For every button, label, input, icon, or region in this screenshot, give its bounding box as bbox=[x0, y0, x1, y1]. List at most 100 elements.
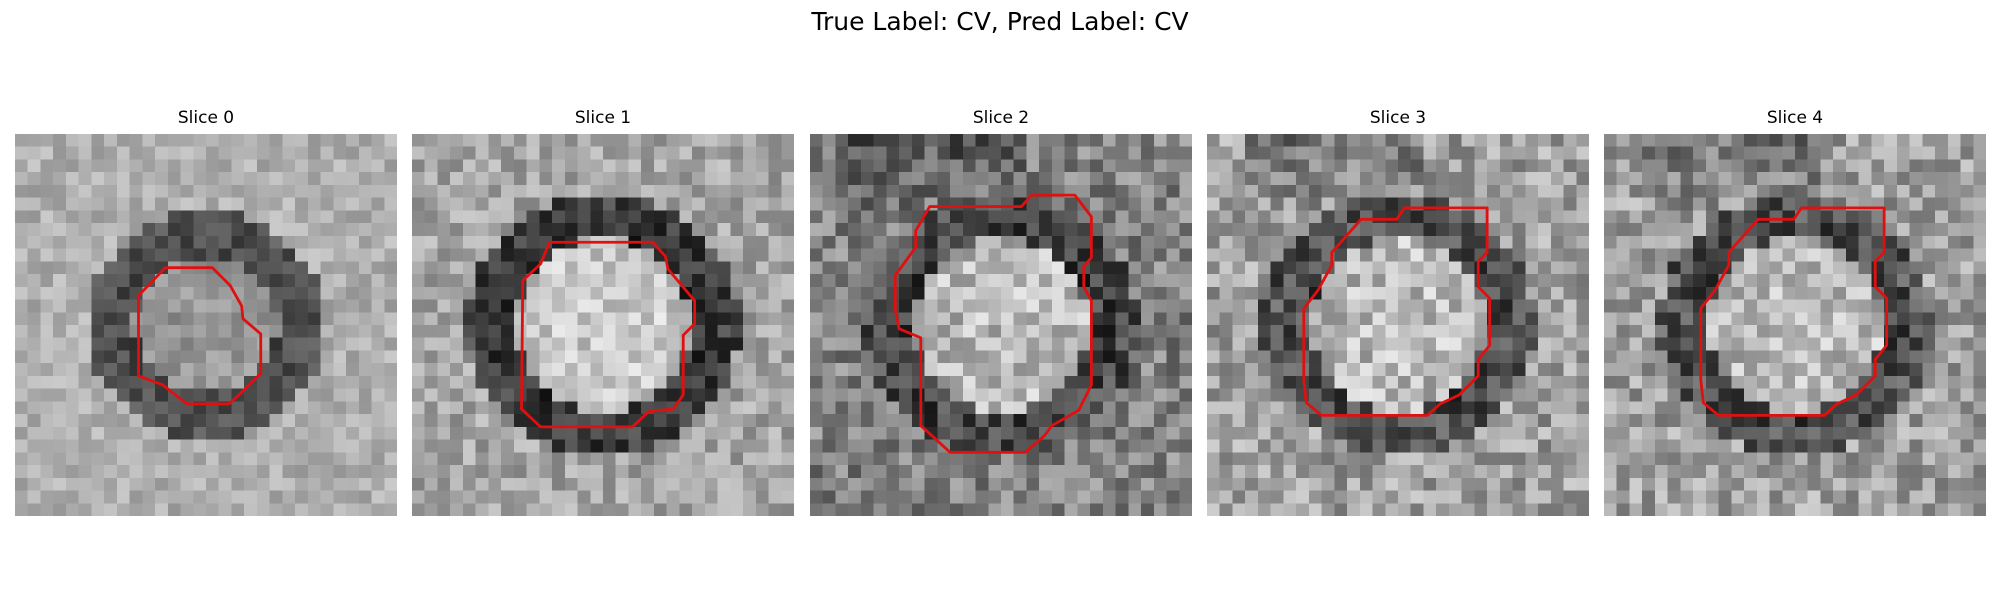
image-pixel bbox=[1693, 159, 1707, 173]
image-pixel bbox=[911, 426, 925, 440]
image-pixel bbox=[15, 274, 28, 288]
image-pixel bbox=[615, 248, 629, 262]
image-pixel bbox=[1166, 172, 1180, 186]
image-pixel bbox=[1576, 197, 1589, 211]
image-pixel bbox=[1372, 172, 1386, 186]
image-pixel bbox=[1576, 337, 1589, 351]
image-pixel bbox=[167, 350, 181, 364]
image-pixel bbox=[577, 312, 591, 326]
image-pixel bbox=[1270, 401, 1284, 415]
image-pixel bbox=[78, 235, 92, 249]
image-pixel bbox=[781, 146, 794, 160]
image-pixel bbox=[1550, 452, 1564, 466]
image-pixel bbox=[717, 223, 731, 237]
image-pixel bbox=[116, 375, 130, 389]
image-pixel bbox=[1871, 490, 1885, 504]
image-pixel bbox=[1909, 477, 1923, 491]
image-pixel bbox=[295, 439, 309, 453]
image-pixel bbox=[1538, 197, 1552, 211]
image-pixel bbox=[717, 197, 731, 211]
image-pixel bbox=[269, 337, 283, 351]
image-pixel bbox=[1705, 172, 1719, 186]
image-pixel bbox=[962, 477, 976, 491]
image-pixel bbox=[475, 261, 489, 275]
image-pixel bbox=[835, 388, 849, 402]
image-pixel bbox=[1347, 325, 1361, 338]
image-pixel bbox=[1973, 312, 1986, 326]
image-pixel bbox=[1487, 401, 1501, 415]
image-pixel bbox=[1128, 465, 1142, 479]
image-pixel bbox=[1616, 134, 1630, 147]
image-pixel bbox=[590, 337, 604, 351]
image-pixel bbox=[1257, 248, 1271, 262]
image-pixel bbox=[1461, 350, 1475, 364]
image-pixel bbox=[717, 414, 731, 428]
image-pixel bbox=[358, 248, 372, 262]
image-pixel bbox=[256, 159, 270, 173]
image-pixel bbox=[1461, 325, 1475, 338]
image-pixel bbox=[1616, 375, 1630, 389]
image-pixel bbox=[488, 197, 502, 211]
image-pixel bbox=[1807, 210, 1821, 224]
image-pixel bbox=[206, 299, 219, 313]
image-pixel bbox=[295, 159, 309, 173]
image-pixel bbox=[1141, 299, 1155, 313]
image-pixel bbox=[1347, 261, 1361, 275]
image-pixel bbox=[40, 134, 54, 147]
image-pixel bbox=[860, 159, 874, 173]
image-pixel bbox=[513, 286, 527, 300]
image-pixel bbox=[899, 337, 913, 351]
image-pixel bbox=[1461, 452, 1475, 466]
image-pixel bbox=[78, 274, 92, 288]
image-pixel bbox=[450, 452, 464, 466]
image-pixel bbox=[462, 439, 476, 453]
image-pixel bbox=[835, 490, 849, 504]
image-pixel bbox=[1219, 146, 1233, 160]
image-pixel bbox=[1550, 337, 1564, 351]
image-pixel bbox=[1128, 134, 1142, 147]
image-pixel bbox=[1359, 197, 1373, 211]
image-pixel bbox=[424, 210, 438, 224]
image-pixel bbox=[755, 223, 769, 237]
image-pixel bbox=[1550, 312, 1564, 326]
image-pixel bbox=[552, 197, 566, 211]
image-pixel bbox=[1525, 452, 1539, 466]
image-pixel bbox=[282, 452, 296, 466]
image-pixel bbox=[1372, 159, 1386, 173]
image-pixel bbox=[1474, 235, 1488, 249]
image-pixel bbox=[552, 312, 566, 326]
image-pixel bbox=[1423, 452, 1437, 466]
image-pixel bbox=[1947, 375, 1961, 389]
image-pixel bbox=[91, 235, 105, 249]
image-pixel bbox=[1654, 197, 1668, 211]
image-pixel bbox=[717, 325, 731, 338]
image-pixel bbox=[924, 172, 938, 186]
image-pixel bbox=[371, 337, 385, 351]
image-pixel bbox=[437, 274, 451, 288]
image-pixel bbox=[552, 452, 566, 466]
image-pixel bbox=[15, 248, 28, 262]
image-pixel bbox=[1718, 503, 1732, 516]
image-pixel bbox=[1334, 452, 1348, 466]
image-pixel bbox=[501, 426, 515, 440]
image-pixel bbox=[899, 235, 913, 249]
image-pixel bbox=[873, 134, 887, 147]
image-pixel bbox=[1321, 184, 1335, 198]
image-pixel bbox=[269, 274, 283, 288]
image-pixel bbox=[1359, 134, 1373, 147]
image-pixel bbox=[539, 325, 553, 338]
image-pixel bbox=[564, 197, 578, 211]
image-pixel bbox=[256, 375, 270, 389]
image-pixel bbox=[1372, 223, 1386, 237]
image-pixel bbox=[53, 350, 67, 364]
image-pixel bbox=[475, 350, 489, 364]
image-pixel bbox=[295, 299, 309, 313]
image-pixel bbox=[1563, 337, 1577, 351]
image-pixel bbox=[1013, 401, 1027, 415]
image-pixel bbox=[1935, 184, 1949, 198]
image-pixel bbox=[704, 248, 718, 262]
image-pixel bbox=[1820, 299, 1834, 313]
image-pixel bbox=[1973, 134, 1986, 147]
image-pixel bbox=[193, 465, 207, 479]
image-pixel bbox=[371, 363, 385, 377]
